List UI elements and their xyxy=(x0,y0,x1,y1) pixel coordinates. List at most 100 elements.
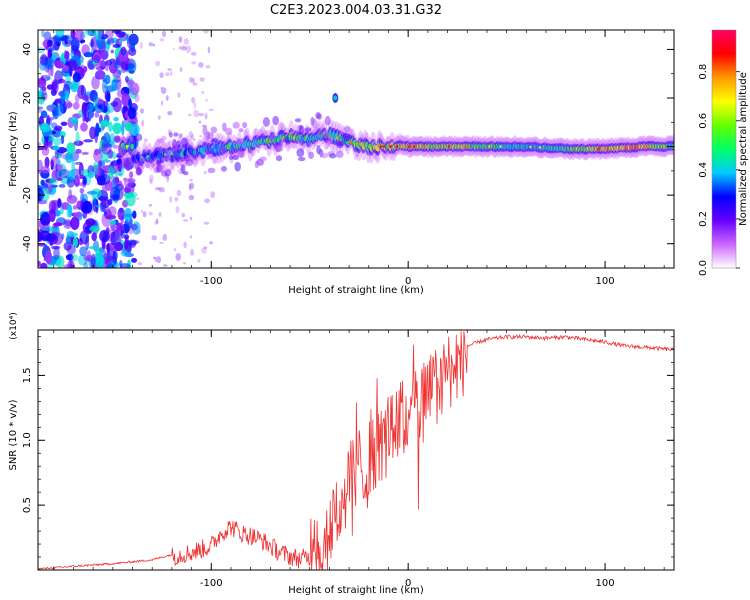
spectrogram-cell xyxy=(199,134,202,138)
spectrogram-cell xyxy=(91,75,100,90)
spectrogram-cell xyxy=(57,198,62,208)
spectrogram-cell xyxy=(40,165,51,175)
snr-ylabel: SNR (10 * v/v) xyxy=(8,399,19,470)
spectrogram-cell xyxy=(160,87,167,95)
spectrogram-cell xyxy=(106,85,116,93)
spectrogram-cell xyxy=(110,101,119,107)
spectrogram-y-tick-label: 20 xyxy=(22,92,33,105)
spectrogram-cell xyxy=(142,211,147,218)
spectrogram-cell xyxy=(174,197,179,202)
colorbar-ticks: 0.0 0.2 0.4 0.6 0.8 xyxy=(698,64,740,276)
spectrogram-cell xyxy=(197,258,201,263)
spectrogram-cell xyxy=(72,237,78,248)
spectrogram-cell xyxy=(174,154,180,163)
snr-x-tick-label: 100 xyxy=(596,578,615,589)
spectrogram-cell xyxy=(99,206,106,213)
spectrogram-cell xyxy=(41,234,47,239)
spectrogram-x-tick-label: 0 xyxy=(405,276,411,287)
spectrogram-cell xyxy=(162,234,167,241)
spectrogram-cell xyxy=(45,250,53,265)
spectrogram-cell xyxy=(145,163,151,169)
spectrogram-cell xyxy=(175,205,180,214)
spectrogram-cell xyxy=(323,129,329,139)
spectrogram-cell xyxy=(328,153,337,159)
spectrogram-cell xyxy=(52,137,62,146)
spectrogram-cell xyxy=(127,63,135,70)
spectrogram-cell xyxy=(297,156,306,162)
spectrogram-cell xyxy=(50,54,57,60)
spectrogram-cell xyxy=(183,241,187,249)
spectrogram-cell xyxy=(120,46,127,56)
spectrogram-cell xyxy=(124,75,129,83)
spectrogram-cell xyxy=(268,134,276,141)
spectrogram-cell xyxy=(120,215,124,224)
spectrogram-cell xyxy=(70,116,79,125)
spectrogram-cell xyxy=(53,245,60,261)
spectrogram-cell xyxy=(123,234,130,240)
spectrogram-cell xyxy=(56,164,63,171)
spectrogram-cell xyxy=(39,122,51,133)
spectrogram-cell xyxy=(189,178,193,182)
spectrogram-cell xyxy=(113,76,117,84)
spectrogram-cell xyxy=(68,172,75,180)
spectrogram-cell xyxy=(93,148,103,163)
spectrogram-cell xyxy=(127,191,138,198)
spectrogram-cell xyxy=(54,125,63,131)
colorbar-tick-label: 0.0 xyxy=(698,260,709,276)
spectrogram-cell xyxy=(192,138,196,141)
spectrogram-cell xyxy=(113,241,124,252)
spectrogram-cell xyxy=(123,239,129,250)
spectrogram-cell xyxy=(114,176,120,184)
spectrogram-cell xyxy=(148,42,154,47)
spectrogram-cell xyxy=(189,182,195,190)
spectrogram-cell xyxy=(156,153,165,159)
snr-x-tick-label: 0 xyxy=(405,578,411,589)
spectrogram-cell xyxy=(91,232,98,242)
spectrogram-cell xyxy=(124,122,133,132)
spectrogram-cell xyxy=(86,250,92,262)
spectrogram-cell xyxy=(100,199,106,205)
spectrogram-cell xyxy=(120,166,126,170)
spectrogram-cell xyxy=(70,30,76,39)
spectrogram-cell xyxy=(159,72,164,79)
spectrogram-cell xyxy=(178,133,183,139)
spectrogram-cell xyxy=(137,262,142,266)
spectrogram-cell xyxy=(92,161,99,176)
spectrogram-cell xyxy=(152,43,155,47)
spectrogram-cell xyxy=(189,235,192,239)
spectrogram-cell xyxy=(113,59,122,69)
spectrogram-cell xyxy=(84,30,96,36)
spectrogram-cell xyxy=(66,244,76,255)
spectrogram-cell xyxy=(143,138,149,143)
colorbar-label: Normalized spectral amplitude xyxy=(738,72,749,226)
spectrogram-cell xyxy=(41,90,48,101)
snr-y-multiplier: (x10⁴) xyxy=(9,312,19,339)
spectrogram-cell xyxy=(112,151,117,160)
spectrogram-cell xyxy=(123,186,131,194)
spectrogram-cell xyxy=(66,203,70,219)
spectrogram-cell xyxy=(139,41,143,50)
spectrogram-cell xyxy=(79,187,85,194)
spectrogram-cell xyxy=(135,111,139,116)
spectrogram-cell xyxy=(180,164,186,174)
spectrogram-frame xyxy=(37,29,675,269)
spectrogram-cell xyxy=(55,160,62,165)
spectrogram-cell xyxy=(335,150,344,159)
spectrogram-cell xyxy=(66,194,78,204)
spectrogram-cell xyxy=(171,144,178,151)
spectrogram-cell xyxy=(148,211,153,216)
spectrogram-cell xyxy=(63,264,74,268)
spectrogram-cell xyxy=(228,155,233,160)
spectrogram-cell xyxy=(192,77,195,85)
spectrogram-cell xyxy=(43,31,52,41)
spectrogram-cell xyxy=(218,144,226,155)
spectrogram-cell xyxy=(73,211,82,218)
spectrogram-cell xyxy=(324,115,331,126)
spectrogram-cell xyxy=(107,206,117,218)
spectrogram-cell xyxy=(118,39,123,44)
spectrogram-cell xyxy=(47,49,53,59)
snr-series-line xyxy=(38,331,674,570)
spectrogram-cell xyxy=(75,30,84,42)
spectrogram-cell xyxy=(110,49,114,54)
spectrogram-cell xyxy=(118,207,124,213)
